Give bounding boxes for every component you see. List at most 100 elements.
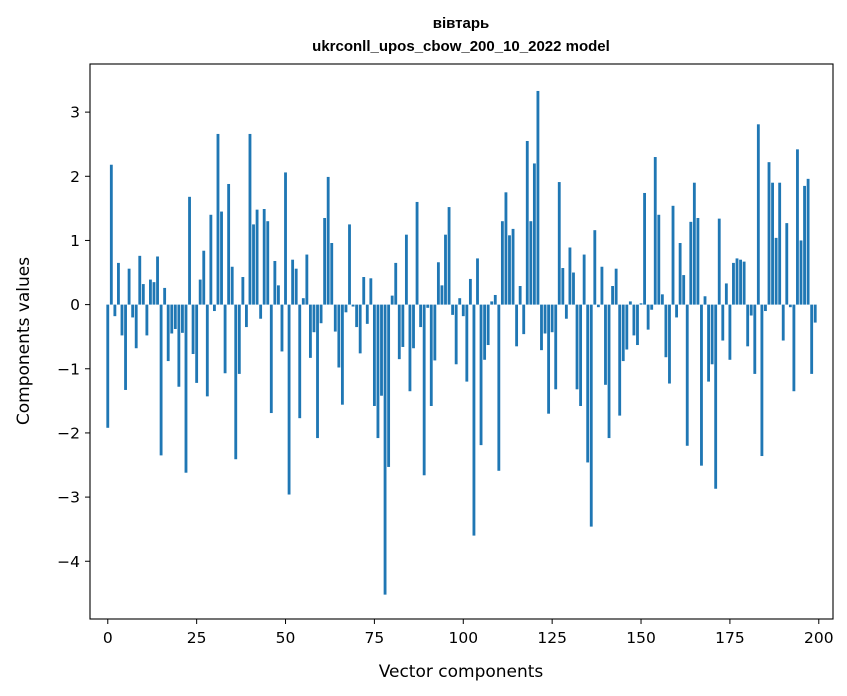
bar-197 bbox=[806, 178, 810, 305]
bar-170 bbox=[710, 304, 714, 365]
bar-53 bbox=[294, 268, 298, 305]
y-axis-label: Components values bbox=[14, 257, 34, 425]
bar-195 bbox=[799, 240, 803, 305]
bar-66 bbox=[340, 304, 344, 405]
bar-93 bbox=[436, 262, 440, 305]
bar-101 bbox=[465, 304, 469, 382]
bar-22 bbox=[184, 304, 188, 473]
bar-19 bbox=[173, 304, 177, 329]
bar-5 bbox=[124, 304, 127, 390]
bar-174 bbox=[724, 283, 728, 305]
x-tick-label-150: 150 bbox=[626, 629, 656, 647]
x-axis-label: Vector components bbox=[379, 662, 544, 682]
bar-18 bbox=[170, 304, 174, 334]
bar-46 bbox=[269, 304, 273, 414]
bar-58 bbox=[312, 304, 316, 333]
plot-frame bbox=[89, 63, 834, 620]
bar-107 bbox=[486, 304, 490, 346]
bar-52 bbox=[291, 259, 295, 305]
bar-23 bbox=[188, 196, 191, 305]
bar-85 bbox=[408, 304, 412, 392]
bar-110 bbox=[497, 304, 501, 471]
bar-9 bbox=[138, 255, 142, 305]
bar-148 bbox=[632, 304, 636, 336]
bar-191 bbox=[785, 223, 789, 305]
bar-10 bbox=[141, 284, 145, 305]
bar-133 bbox=[579, 304, 583, 406]
bar-111 bbox=[500, 221, 504, 305]
bar-162 bbox=[682, 275, 686, 305]
bar-103 bbox=[472, 304, 476, 536]
bar-7 bbox=[131, 304, 135, 318]
bar-159 bbox=[671, 205, 675, 305]
bar-165 bbox=[692, 182, 696, 305]
bar-196 bbox=[803, 185, 806, 305]
bar-106 bbox=[483, 304, 487, 360]
bar-60 bbox=[319, 304, 323, 324]
bar-49 bbox=[280, 304, 284, 352]
bar-180 bbox=[746, 304, 750, 347]
bar-37 bbox=[237, 304, 241, 374]
bar-186 bbox=[767, 162, 771, 305]
bar-140 bbox=[604, 304, 607, 385]
bar-108 bbox=[490, 301, 494, 305]
bar-114 bbox=[511, 228, 515, 305]
bar-179 bbox=[742, 261, 746, 305]
bar-126 bbox=[554, 304, 558, 390]
bar-154 bbox=[653, 157, 657, 305]
bar-89 bbox=[422, 304, 426, 476]
bar-79 bbox=[387, 304, 391, 467]
bar-24 bbox=[191, 304, 195, 355]
bar-54 bbox=[298, 304, 302, 419]
bar-39 bbox=[245, 304, 248, 328]
bar-73 bbox=[365, 304, 369, 324]
bar-155 bbox=[657, 214, 661, 305]
bar-102 bbox=[468, 278, 472, 305]
bar-123 bbox=[543, 304, 547, 334]
bar-0 bbox=[106, 304, 110, 428]
bar-47 bbox=[273, 260, 277, 305]
bar-153 bbox=[650, 304, 654, 310]
y-axis-ticks: −4 −3 −2 −1 0 1 2 3 bbox=[57, 104, 90, 571]
bar-167 bbox=[700, 304, 703, 466]
bar-113 bbox=[508, 235, 511, 305]
bar-31 bbox=[216, 133, 220, 305]
bar-96 bbox=[447, 207, 451, 305]
bar-176 bbox=[732, 262, 735, 305]
bar-86 bbox=[412, 304, 415, 349]
y-tick-label--2: −2 bbox=[57, 424, 80, 442]
bar-29 bbox=[209, 214, 213, 305]
bar-51 bbox=[287, 304, 291, 495]
bar-115 bbox=[515, 304, 519, 347]
bar-8 bbox=[134, 304, 138, 349]
bar-118 bbox=[525, 140, 529, 305]
bar-30 bbox=[213, 304, 216, 312]
bar-149 bbox=[636, 304, 639, 346]
bar-135 bbox=[586, 304, 590, 463]
bar-100 bbox=[461, 304, 465, 317]
bar-120 bbox=[532, 163, 536, 305]
bar-183 bbox=[756, 124, 760, 305]
bar-109 bbox=[493, 294, 497, 305]
bar-116 bbox=[518, 286, 522, 305]
bar-129 bbox=[564, 304, 568, 319]
bar-70 bbox=[355, 304, 359, 328]
bar-137 bbox=[593, 230, 597, 305]
bar-25 bbox=[195, 304, 199, 383]
chart-subtitle: ukrconll_upos_cbow_200_10_2022 model bbox=[312, 38, 610, 55]
bar-125 bbox=[550, 304, 554, 333]
bar-55 bbox=[301, 298, 305, 305]
bar-105 bbox=[479, 304, 483, 446]
bar-63 bbox=[330, 243, 334, 305]
bar-68 bbox=[348, 224, 351, 305]
bar-104 bbox=[476, 258, 479, 305]
bar-20 bbox=[177, 304, 181, 387]
bar-78 bbox=[383, 304, 387, 595]
bar-81 bbox=[394, 262, 398, 305]
bar-87 bbox=[415, 201, 419, 305]
bar-14 bbox=[156, 256, 159, 305]
bar-188 bbox=[774, 237, 778, 305]
bar-169 bbox=[707, 304, 710, 382]
